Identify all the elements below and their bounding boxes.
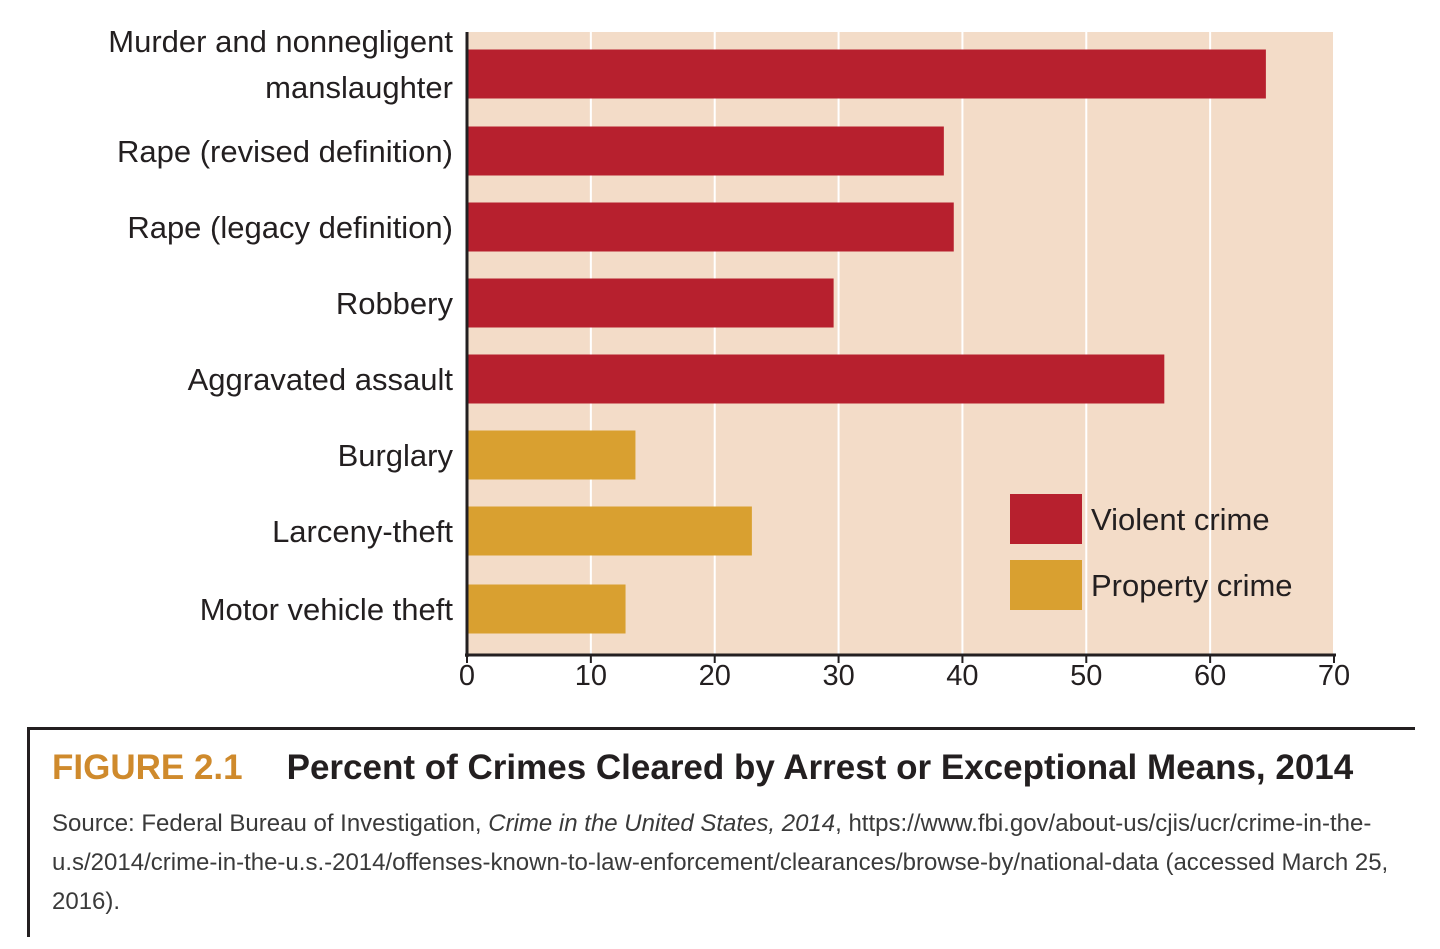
figure-caption: FIGURE 2.1 Percent of Crimes Cleared by A… [27, 727, 1415, 937]
figure-source: Source: Federal Bureau of Investigation,… [52, 804, 1402, 921]
category-label: Motor vehicle theft [200, 592, 454, 627]
x-tick-label: 30 [822, 660, 854, 692]
bar [467, 278, 834, 328]
legend-label: Property crime [1091, 568, 1293, 603]
figure-number: FIGURE 2.1 [52, 748, 243, 787]
category-label: Rape (legacy definition) [127, 210, 453, 245]
bar [467, 506, 752, 556]
category-label: manslaughter [265, 70, 453, 105]
category-label: Murder and nonnegligent [108, 24, 453, 59]
x-tick-label: 40 [946, 660, 978, 692]
category-label: Burglary [338, 438, 454, 473]
figure-heading: FIGURE 2.1 Percent of Crimes Cleared by A… [52, 748, 1353, 788]
source-url: , https://www.fbi.gov/about-us/cjis/ucr/… [52, 810, 1389, 915]
x-tick-label: 0 [459, 660, 475, 692]
x-tick-label: 60 [1194, 660, 1226, 692]
bar-chart: 0 10 20 30 40 50 60 70 Murder and nonnegligent ma… [108, 24, 1350, 692]
x-tick-label: 70 [1318, 660, 1350, 692]
plot-background [467, 32, 1334, 655]
bar [467, 354, 1165, 404]
legend-swatch [1010, 494, 1082, 544]
bar [467, 202, 954, 252]
bar [467, 584, 626, 634]
x-tick-label: 20 [699, 660, 731, 692]
bar [467, 49, 1266, 99]
legend-label: Violent crime [1091, 502, 1270, 537]
category-label: Robbery [336, 286, 454, 321]
legend-swatch [1010, 560, 1082, 610]
x-tick-label: 50 [1070, 660, 1102, 692]
source-publication: Crime in the United States, 2014 [488, 810, 836, 837]
figure-title: Percent of Crimes Cleared by Arrest or E… [286, 748, 1354, 787]
bar [467, 126, 944, 176]
bar [467, 430, 636, 480]
category-label: Rape (revised definition) [117, 134, 453, 169]
category-label: Larceny-theft [272, 514, 453, 549]
x-tick-label: 10 [575, 660, 607, 692]
source-prefix: Source: Federal Bureau of Investigation, [52, 810, 489, 837]
category-label: Aggravated assault [188, 362, 454, 397]
